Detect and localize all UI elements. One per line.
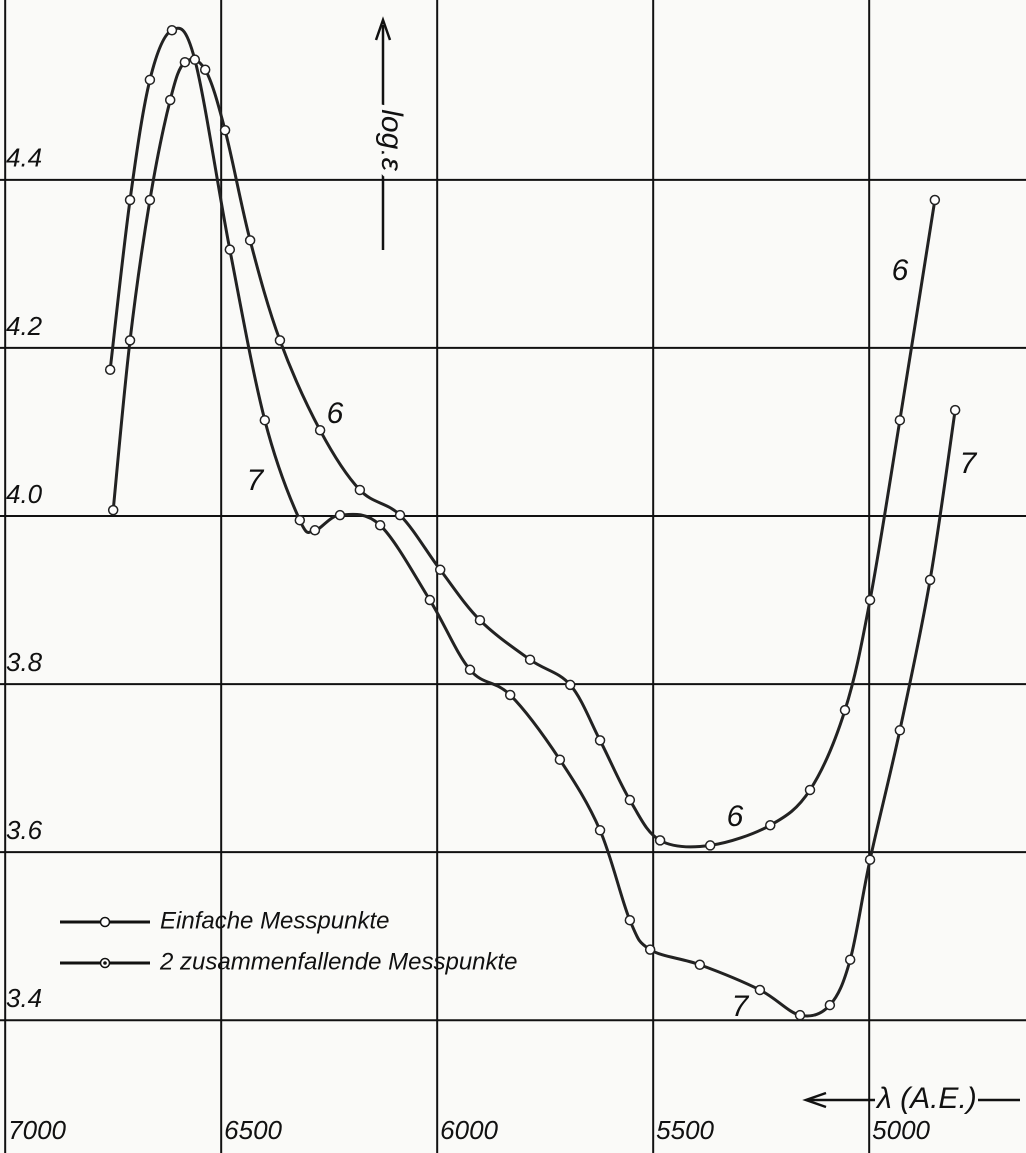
x-axis-arrow — [802, 1091, 1020, 1109]
data-point — [124, 335, 136, 346]
arrow-head — [374, 16, 392, 41]
data-point — [104, 364, 116, 376]
y-tick-label: 3.6 — [6, 815, 43, 845]
y-tick-label: 4.2 — [6, 311, 43, 341]
data-point — [949, 404, 961, 416]
data-point — [144, 194, 156, 206]
data-point — [624, 794, 636, 806]
data-point — [864, 854, 876, 865]
data-point — [754, 984, 766, 996]
x-axis-label: λ (A.E.) — [875, 1082, 977, 1115]
data-point — [274, 335, 286, 346]
curve-label: 7 — [247, 464, 265, 497]
data-point — [164, 94, 176, 106]
curve-label: 7 — [960, 447, 978, 480]
series-line — [108, 26, 957, 1018]
data-point — [166, 25, 178, 36]
data-point — [424, 594, 436, 606]
data-point — [124, 194, 136, 206]
x-tick-label: 5500 — [656, 1115, 714, 1145]
data-point — [765, 820, 776, 831]
x-tick-label: 7000 — [8, 1115, 66, 1145]
data-point — [894, 725, 906, 736]
y-axis-arrow — [374, 16, 392, 250]
data-point — [504, 689, 516, 701]
data-point — [644, 944, 656, 955]
data-point — [894, 414, 906, 426]
data-point — [524, 654, 536, 665]
data-point — [594, 825, 606, 836]
legend: Einfache Messpunkte 2 zusammenfallende M… — [60, 907, 518, 975]
data-point — [694, 959, 706, 971]
data-point — [244, 235, 256, 246]
data-point — [144, 74, 156, 86]
legend-marker-dot — [103, 961, 107, 965]
data-point — [179, 56, 191, 68]
legend-label: Einfache Messpunkte — [160, 907, 389, 934]
data-point — [464, 664, 476, 676]
data-point — [334, 509, 346, 521]
data-point — [844, 954, 856, 965]
data-point — [594, 735, 606, 746]
data-point — [839, 704, 851, 716]
arrow-head — [802, 1091, 827, 1109]
data-point — [704, 840, 716, 851]
data-point — [219, 125, 231, 136]
data-point — [314, 425, 326, 436]
x-tick-label: 5000 — [872, 1115, 930, 1145]
data-point — [354, 484, 366, 496]
curve-label: 6 — [727, 800, 744, 833]
data-point — [294, 514, 306, 526]
y-tick-label: 4.4 — [6, 143, 42, 173]
data-point — [794, 1009, 806, 1021]
curve-label: 7 — [732, 990, 750, 1023]
data-point — [924, 574, 936, 586]
data-point — [309, 525, 321, 536]
y-tick-label: 3.8 — [6, 647, 43, 677]
data-point — [434, 564, 446, 576]
data-point — [107, 504, 119, 516]
data-point — [374, 519, 386, 531]
data-point — [654, 835, 666, 846]
data-point — [864, 594, 876, 606]
curve-label: 6 — [892, 254, 909, 287]
curve-label: 6 — [327, 397, 344, 430]
data-point — [804, 784, 816, 796]
data-point — [224, 244, 236, 255]
data-point — [624, 914, 636, 926]
y-tick-label: 4.0 — [6, 479, 43, 509]
data-point — [564, 679, 576, 691]
data-point — [474, 614, 486, 626]
data-point — [199, 64, 211, 76]
y-tick-label: 3.4 — [6, 983, 42, 1013]
data-point — [394, 509, 406, 521]
data-point — [929, 194, 941, 206]
data-point — [824, 999, 836, 1011]
x-tick-label: 6000 — [440, 1115, 498, 1145]
data-point — [259, 414, 271, 426]
x-tick-label: 6500 — [224, 1115, 282, 1145]
data-point — [554, 754, 566, 765]
series-line — [111, 57, 937, 849]
y-axis-label: log ε — [375, 109, 408, 171]
legend-marker — [99, 916, 111, 928]
data-point — [189, 54, 201, 65]
legend-label: 2 zusammenfallende Messpunkte — [159, 948, 518, 975]
